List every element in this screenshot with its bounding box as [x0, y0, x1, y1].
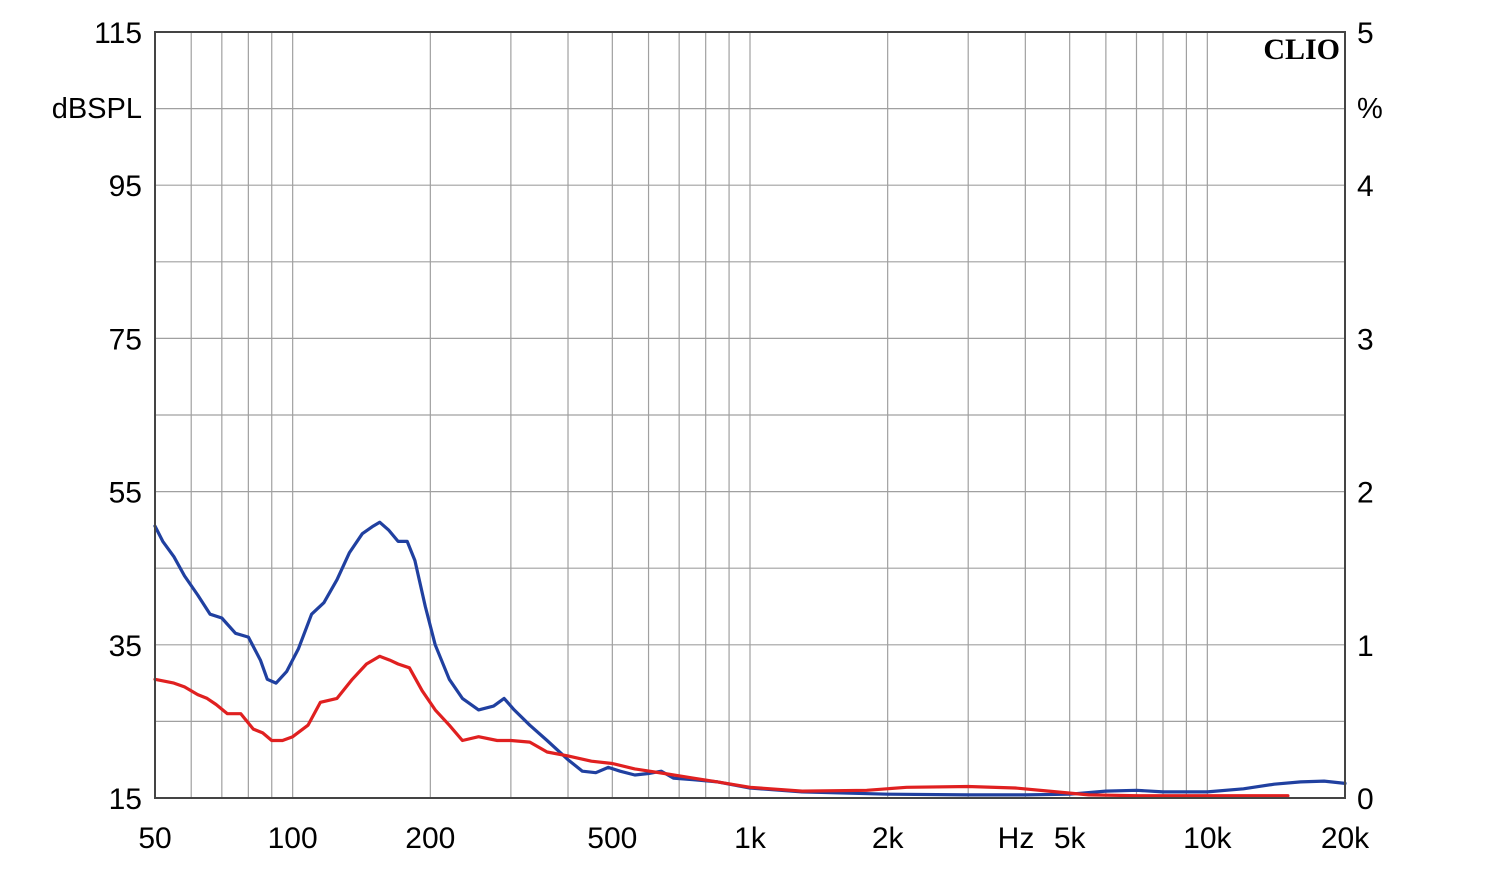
- right-y-tick-label: 3: [1357, 323, 1374, 356]
- x-tick-label: 5k: [1054, 822, 1087, 855]
- x-tick-label: 500: [587, 822, 637, 855]
- left-y-tick-label: 95: [109, 170, 142, 203]
- left-y-tick-label: 35: [109, 630, 142, 663]
- left-y-tick-label: 55: [109, 477, 142, 510]
- left-y-tick-label: 75: [109, 323, 142, 356]
- plot-frame: [154, 31, 1346, 799]
- x-tick-label: 10k: [1183, 822, 1232, 855]
- x-tick-label: 50: [138, 822, 171, 855]
- left-y-tick-label: 15: [109, 783, 142, 816]
- x-tick-label: 200: [405, 822, 455, 855]
- right-y-tick-label: 2: [1357, 477, 1374, 510]
- x-tick-label: 20k: [1321, 822, 1370, 855]
- x-axis-unit-label: Hz: [998, 822, 1035, 855]
- x-tick-label: 100: [268, 822, 318, 855]
- right-y-tick-label: 0: [1357, 783, 1374, 816]
- series-line-2: [153, 654, 1290, 798]
- clio-brand: CLIO: [1263, 33, 1340, 66]
- x-tick-label: 1k: [734, 822, 767, 855]
- x-tick-label: 2k: [872, 822, 905, 855]
- right-axis-unit-label: %: [1357, 93, 1383, 125]
- right-y-tick-label: 1: [1357, 630, 1374, 663]
- left-axis-unit-label: dBSPL: [52, 93, 142, 125]
- grid-layer: [155, 32, 1345, 798]
- right-y-tick-label: 5: [1357, 17, 1374, 50]
- label-layer: 50 100 200 500 1k 2k 5k 10k 20k 115 95 75 55 35 15 5 4 3 2…: [94, 17, 1374, 855]
- left-y-tick-label: 115: [94, 17, 142, 50]
- right-y-tick-label: 4: [1357, 170, 1374, 203]
- series-line-1: [153, 520, 1347, 797]
- series-layer: [153, 520, 1347, 798]
